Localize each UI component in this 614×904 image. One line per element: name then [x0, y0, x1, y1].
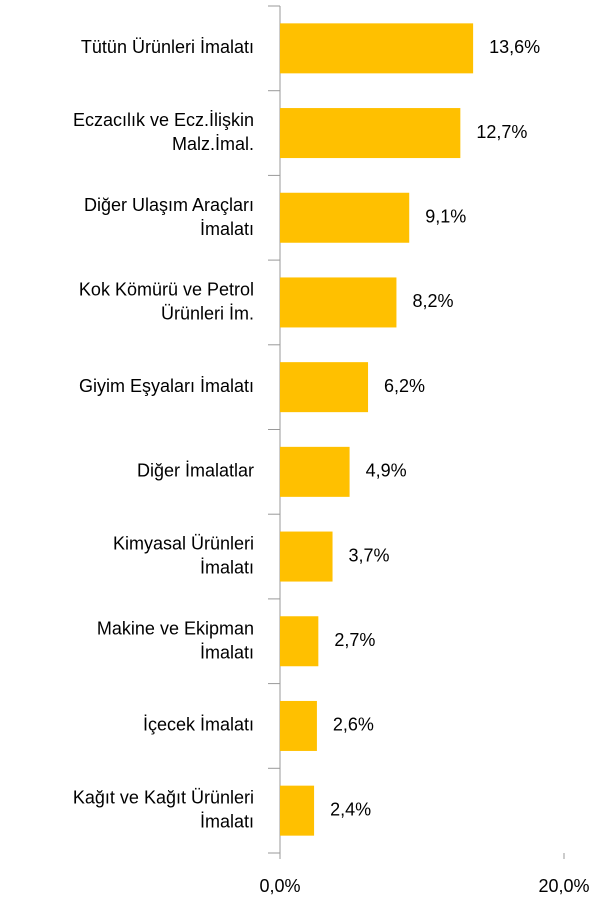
bar: [280, 446, 350, 497]
x-tick-label: 0,0%: [259, 876, 300, 896]
category-label: Giyim Eşyaları İmalatı: [79, 376, 254, 396]
value-label: 13,6%: [489, 37, 540, 57]
category-label: Tütün Ürünleri İmalatı: [81, 37, 254, 57]
bar: [280, 531, 333, 582]
value-label: 2,6%: [333, 715, 374, 735]
bar: [280, 362, 369, 413]
category-label: Kok Kömürü ve Petrol Ürünleri İm.: [79, 279, 254, 323]
bar: [280, 616, 319, 667]
bar: [280, 192, 410, 243]
bar: [280, 23, 474, 74]
bar: [280, 108, 461, 159]
x-tick-label: 20,0%: [538, 876, 589, 896]
value-label: 6,2%: [384, 376, 425, 396]
value-label: 2,4%: [330, 799, 371, 819]
bar: [280, 785, 315, 836]
value-label: 8,2%: [412, 291, 453, 311]
category-label: Makine ve Ekipman İmalatı: [97, 618, 254, 662]
category-label: Diğer İmalatlar: [137, 461, 254, 481]
category-label: Kağıt ve Kağıt Ürünleri İmalatı: [73, 787, 254, 831]
value-label: 12,7%: [476, 122, 527, 142]
value-label: 9,1%: [425, 207, 466, 227]
bar: [280, 277, 397, 328]
value-label: 4,9%: [366, 461, 407, 481]
value-label: 3,7%: [349, 545, 390, 565]
category-label: Eczacılık ve Ecz.İlişkin Malz.İmal.: [73, 110, 254, 154]
bar: [280, 700, 317, 751]
category-label: İçecek İmalatı: [143, 715, 254, 735]
value-label: 2,7%: [334, 630, 375, 650]
category-label: Kimyasal Ürünleri İmalatı: [113, 533, 254, 577]
category-label: Diğer Ulaşım Araçları İmalatı: [84, 195, 254, 239]
